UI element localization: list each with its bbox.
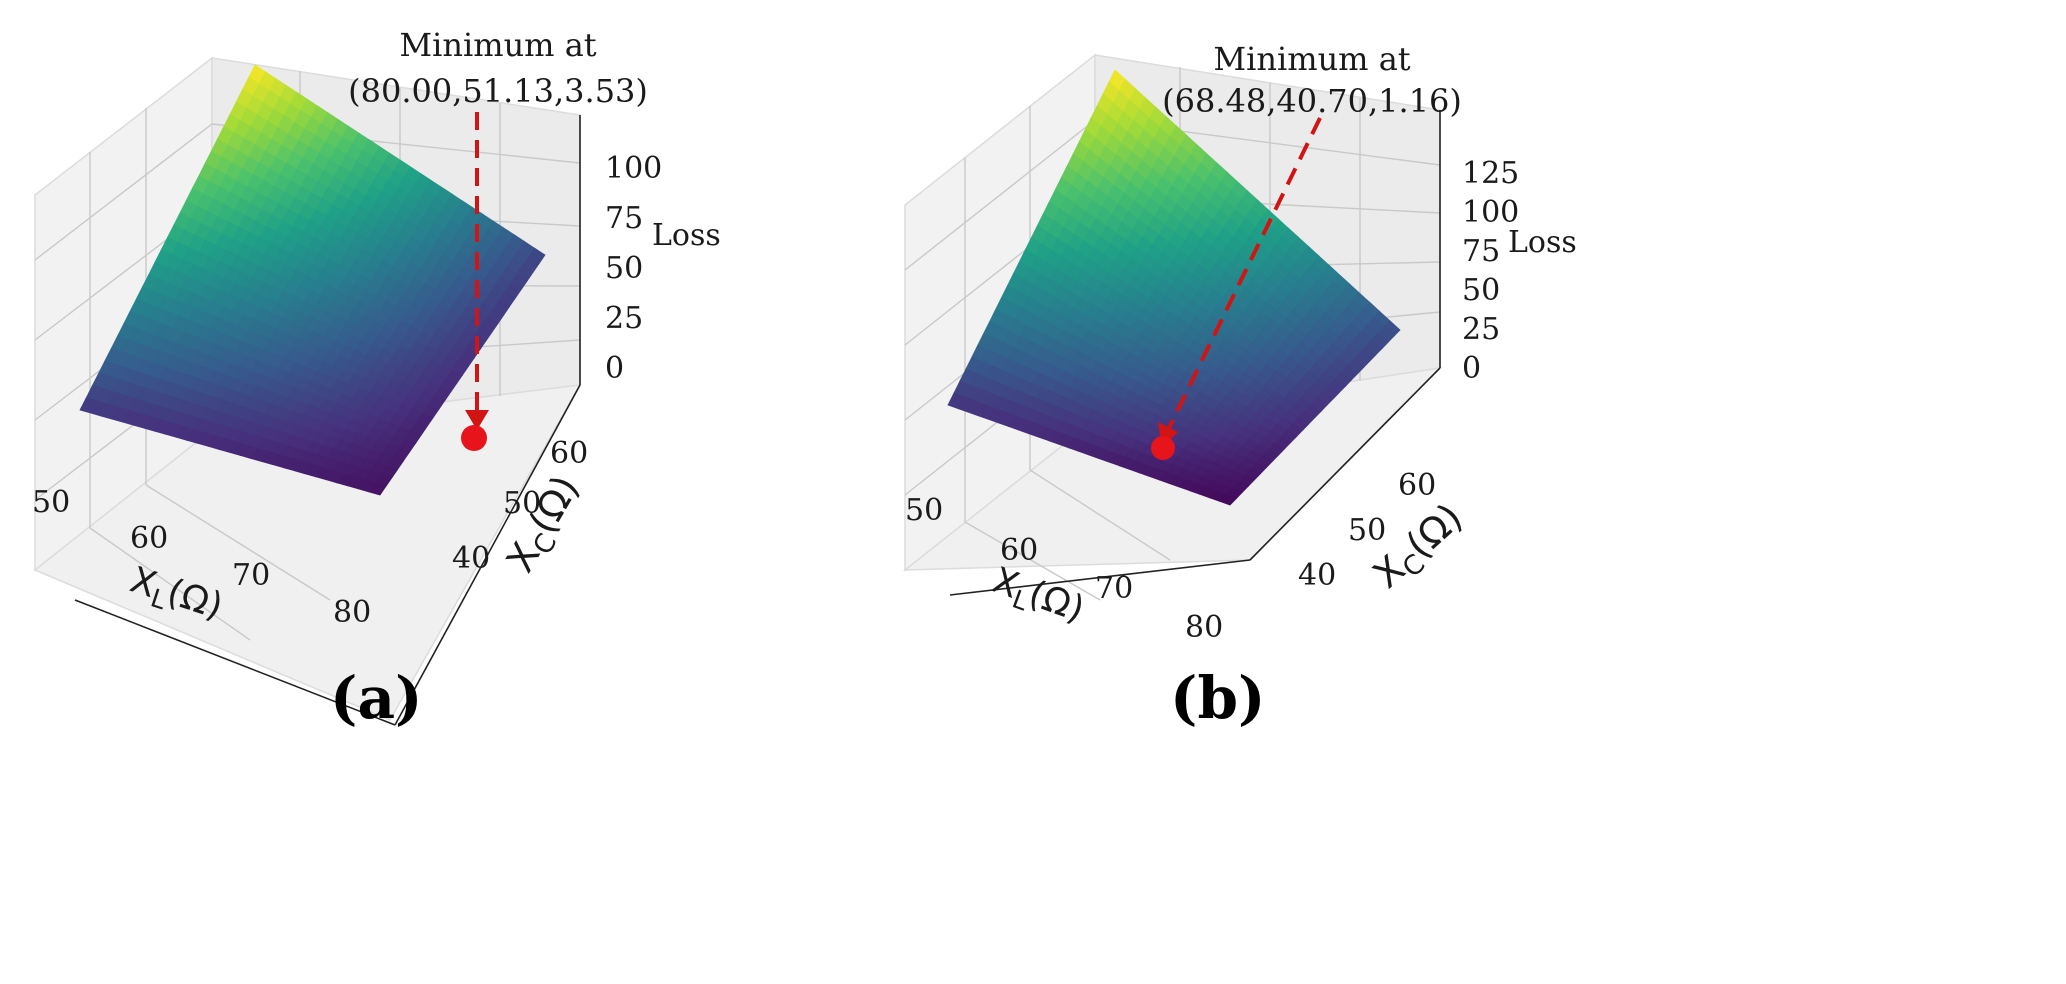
z-tick-b-50: 50 — [1462, 273, 1500, 308]
x-axis-label-b: XL(Ω) — [985, 560, 1089, 635]
y-tick-b-60: 60 — [1398, 468, 1436, 503]
annotation-coords-a: (80.00,51.13,3.53) — [348, 72, 648, 110]
loss-surface-b — [947, 69, 1401, 506]
annotation-coords-b: (68.48,40.70,1.16) — [1162, 82, 1462, 120]
z-tick-b-125: 125 — [1462, 156, 1519, 191]
z-tick-b-100: 100 — [1462, 195, 1519, 230]
x-tick-a-80: 80 — [333, 595, 371, 630]
x-tick-b-50: 50 — [905, 493, 943, 528]
panel-label-b: (b) — [1170, 664, 1265, 732]
z-tick-a-25: 25 — [605, 301, 643, 336]
annotation-arrow-b — [1166, 117, 1322, 431]
annotation-title-a: Minimum at — [399, 26, 596, 64]
loss-surface-a — [79, 64, 546, 496]
y-tick-a-60: 60 — [550, 436, 588, 471]
axis-ticks-a — [74, 115, 581, 726]
annotation-arrowhead-a — [465, 410, 489, 430]
surface-cell — [1219, 494, 1237, 506]
surface-cell — [368, 482, 387, 496]
y-tick-b-50: 50 — [1348, 513, 1386, 548]
x-tick-a-70: 70 — [232, 558, 270, 593]
z-tick-b-75: 75 — [1462, 234, 1500, 269]
annotation-title-b: Minimum at — [1213, 40, 1410, 78]
x-tick-a-50: 50 — [32, 485, 70, 520]
panel-a-3d-surface: 0 25 50 75 100 Loss 50 60 70 80 XL(Ω) 40… — [32, 26, 721, 732]
panel-b-3d-surface: 0 25 50 75 100 125 Loss 50 60 70 80 XL(Ω… — [902, 40, 1577, 732]
y-tick-a-40: 40 — [452, 541, 490, 576]
z-tick-a-50: 50 — [605, 251, 643, 286]
z-tick-a-75: 75 — [605, 201, 643, 236]
y-tick-b-40: 40 — [1298, 558, 1336, 593]
x-tick-a-60: 60 — [130, 521, 168, 556]
y-axis-label-b: XC(Ω) — [1365, 495, 1475, 601]
minimum-marker-a — [461, 425, 487, 451]
z-tick-b-25: 25 — [1462, 312, 1500, 347]
minimum-marker-b — [1151, 436, 1175, 460]
z-axis-label-b: Loss — [1508, 225, 1577, 260]
panel-label-a: (a) — [330, 664, 422, 732]
x-tick-b-70: 70 — [1095, 571, 1133, 606]
z-tick-a-100: 100 — [605, 151, 662, 186]
x-tick-b-80: 80 — [1185, 610, 1223, 645]
y-tick-a-50: 50 — [503, 486, 541, 521]
x-tick-b-60: 60 — [1000, 533, 1038, 568]
z-tick-b-0: 0 — [1462, 351, 1481, 386]
z-tick-a-0: 0 — [605, 351, 624, 386]
z-axis-label-a: Loss — [652, 218, 721, 253]
axis-ticks-b — [949, 110, 1441, 596]
